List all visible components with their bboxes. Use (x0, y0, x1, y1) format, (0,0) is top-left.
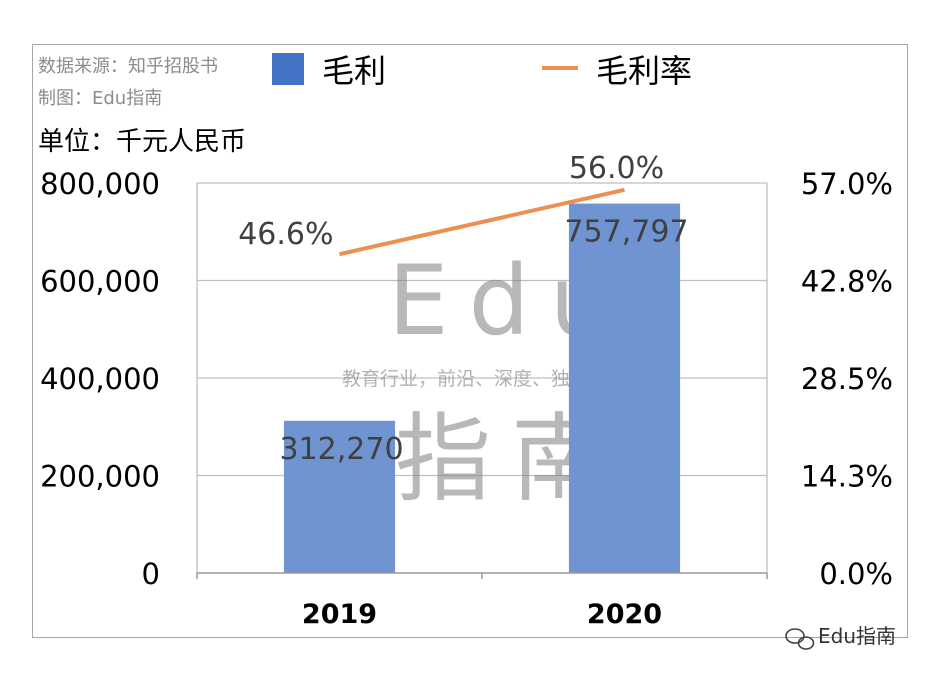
right-tick-label: 0.0% (819, 557, 893, 591)
category-labels: 2019 2020 (302, 599, 662, 630)
bar-value-label: 312,270 (279, 432, 403, 467)
data-labels: 312,270 757,797 46.6% 56.0% (238, 151, 688, 467)
left-tick-label: 600,000 (40, 265, 160, 299)
left-tick-label: 800,000 (40, 167, 160, 201)
corner-brand: Edu指南 (785, 624, 896, 650)
left-axis-ticks: 0 200,000 400,000 600,000 800,000 (40, 167, 160, 591)
left-tick-label: 400,000 (40, 362, 160, 396)
right-tick-label: 28.5% (801, 362, 893, 396)
margin-value-label: 56.0% (569, 151, 664, 186)
margin-line (339, 187, 625, 257)
right-axis-ticks: 0.0% 14.3% 28.5% 42.8% 57.0% (801, 167, 893, 591)
unit-label: 单位：千元人民币 (38, 127, 246, 157)
watermark-line-2: 教育行业，前沿、深度、独家 (342, 368, 589, 390)
margin-series-line (339, 187, 625, 257)
corner-brand-text: Edu指南 (818, 624, 896, 648)
bar-value-label: 757,797 (564, 215, 688, 250)
axes (196, 183, 768, 579)
bars (283, 203, 681, 573)
category-label: 2019 (302, 599, 377, 630)
margin-value-label: 46.6% (238, 217, 333, 252)
right-tick-label: 14.3% (801, 460, 893, 494)
chart-frame (32, 44, 908, 638)
legend-label-gross-profit: 毛利 (322, 52, 386, 90)
bar-gross-profit-2019 (283, 420, 396, 573)
left-tick-label: 0 (142, 557, 160, 591)
right-tick-label: 57.0% (801, 167, 893, 201)
source-line: 数据来源：知乎招股书 (38, 56, 218, 77)
legend-label-gross-margin: 毛利率 (596, 52, 692, 90)
maker-line: 制图：Edu指南 (38, 88, 162, 109)
wechat-icon (785, 628, 815, 650)
left-tick-label: 200,000 (40, 460, 160, 494)
right-tick-label: 42.8% (801, 265, 893, 299)
legend-swatch-gross-profit (272, 53, 304, 85)
category-label: 2020 (587, 599, 662, 630)
bar-gross-profit-2020 (568, 203, 681, 573)
